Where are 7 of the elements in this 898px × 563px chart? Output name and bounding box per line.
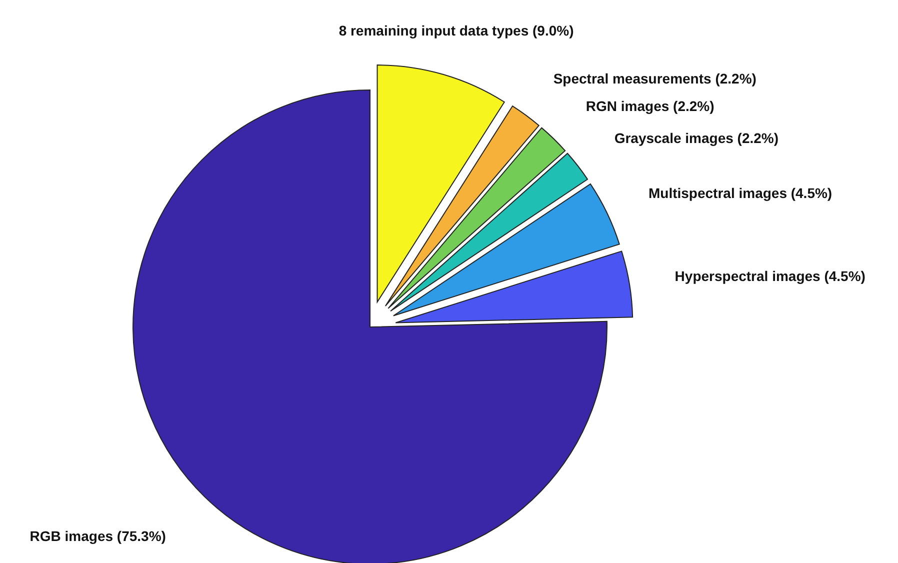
slice-label: Multispectral images (4.5%) xyxy=(648,185,832,202)
slice-label: Spectral measurements (2.2%) xyxy=(553,70,756,86)
slice-label: 8 remaining input data types (9.0%) xyxy=(338,22,574,38)
slice-label: Grayscale images (2.2%) xyxy=(614,130,779,146)
slice-label: RGB images (75.3%) xyxy=(30,528,166,544)
slice-label: RGN images (2.2%) xyxy=(586,98,714,114)
slice-label: Hyperspectral images (4.5%) xyxy=(674,268,866,284)
